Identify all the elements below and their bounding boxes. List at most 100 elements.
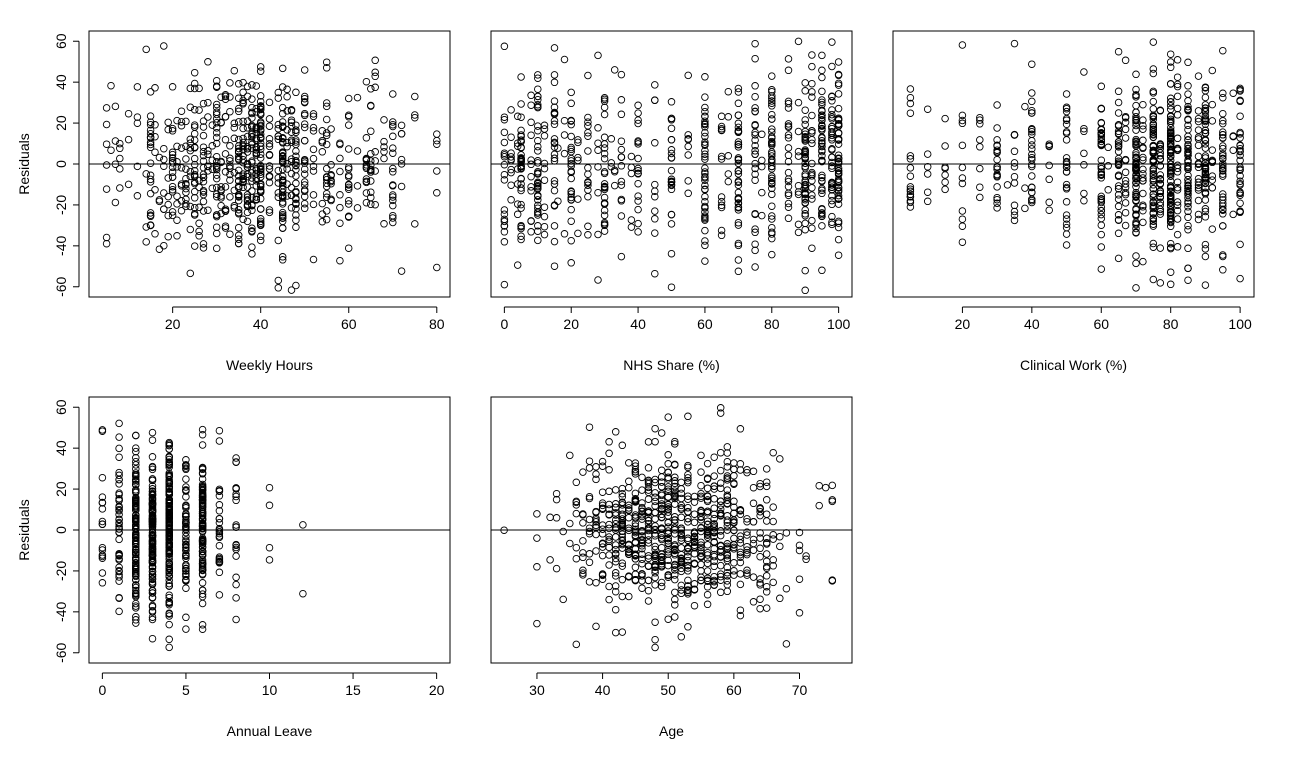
data-point [199, 240, 208, 248]
data-point [165, 488, 173, 496]
data-point [148, 587, 157, 595]
x-tick-label: 40 [1024, 316, 1040, 332]
data-point [116, 165, 124, 173]
data-point [1080, 196, 1088, 205]
data-point [592, 547, 600, 555]
data-point [1028, 156, 1036, 164]
data-point [165, 452, 173, 461]
data-point [534, 142, 542, 151]
data-point [1236, 87, 1244, 95]
data-point [265, 543, 274, 552]
data-point [567, 205, 575, 214]
data-point [756, 529, 764, 537]
data-point [625, 477, 633, 486]
data-point [717, 112, 726, 121]
data-point [517, 200, 525, 209]
data-point [794, 98, 803, 107]
data-point [818, 157, 826, 166]
data-point [309, 191, 318, 199]
data-point [165, 591, 173, 599]
data-point [234, 205, 243, 214]
data-point [734, 99, 743, 108]
data-point [327, 125, 335, 133]
data-point [221, 183, 230, 191]
data-point [256, 150, 265, 158]
data-point [165, 458, 173, 466]
data-point [664, 460, 672, 468]
data-point [278, 123, 287, 132]
data-point [1149, 197, 1158, 206]
data-point [784, 131, 793, 139]
data-point [177, 118, 186, 126]
data-point [1236, 177, 1244, 185]
data-point [784, 177, 793, 186]
y-tick-label: -60 [53, 642, 69, 662]
data-point [958, 163, 967, 172]
data-point [132, 511, 140, 520]
data-point [1194, 210, 1203, 219]
data-point [132, 616, 140, 624]
data-point [132, 431, 140, 440]
data-point [1208, 100, 1217, 109]
data-point [585, 494, 594, 503]
data-point [132, 550, 140, 559]
data-point [148, 505, 157, 514]
data-point [690, 585, 699, 593]
data-point [1097, 162, 1106, 170]
data-point [751, 82, 759, 90]
data-point [644, 516, 653, 525]
data-point [221, 95, 230, 103]
data-point [572, 554, 581, 563]
data-point [906, 172, 915, 180]
data-point [168, 159, 177, 167]
data-point [1028, 145, 1036, 153]
data-point [517, 137, 525, 146]
data-point [1139, 136, 1147, 145]
data-point [572, 640, 581, 649]
data-point [736, 548, 745, 557]
data-point [1097, 141, 1106, 150]
data-point [976, 116, 984, 124]
data-point [132, 493, 140, 502]
data-point [300, 165, 309, 173]
x-tick-label: 0 [500, 316, 508, 332]
data-point [976, 143, 984, 151]
data-point [148, 562, 157, 571]
data-point [274, 193, 283, 201]
data-point [751, 164, 759, 173]
data-point [958, 41, 967, 49]
data-point [199, 197, 208, 206]
data-point [212, 211, 221, 219]
data-point [397, 121, 406, 130]
data-point [828, 158, 836, 167]
x-tick-label: 60 [341, 316, 357, 332]
x-tick-label: 10 [262, 682, 278, 698]
data-point [550, 143, 559, 151]
data-point [1184, 116, 1192, 124]
data-point [540, 212, 549, 221]
data-point [148, 579, 157, 588]
data-point [657, 482, 666, 491]
data-point [151, 84, 159, 92]
data-point [1208, 184, 1217, 192]
data-point [828, 496, 837, 504]
data-point [500, 210, 509, 218]
data-point [618, 493, 627, 501]
data-point [734, 84, 743, 93]
data-point [1219, 133, 1227, 142]
data-point [1184, 90, 1192, 98]
data-point [208, 184, 217, 192]
data-point [292, 140, 300, 149]
data-point [265, 122, 274, 130]
data-point [230, 123, 239, 132]
data-point [1114, 211, 1123, 219]
data-point [607, 162, 616, 171]
data-point [667, 181, 676, 190]
data-point [212, 118, 221, 127]
data-point [132, 461, 140, 469]
data-point [1062, 128, 1071, 136]
data-point [776, 455, 784, 463]
data-point [256, 92, 265, 100]
data-point [756, 482, 764, 491]
data-point [1219, 144, 1227, 153]
